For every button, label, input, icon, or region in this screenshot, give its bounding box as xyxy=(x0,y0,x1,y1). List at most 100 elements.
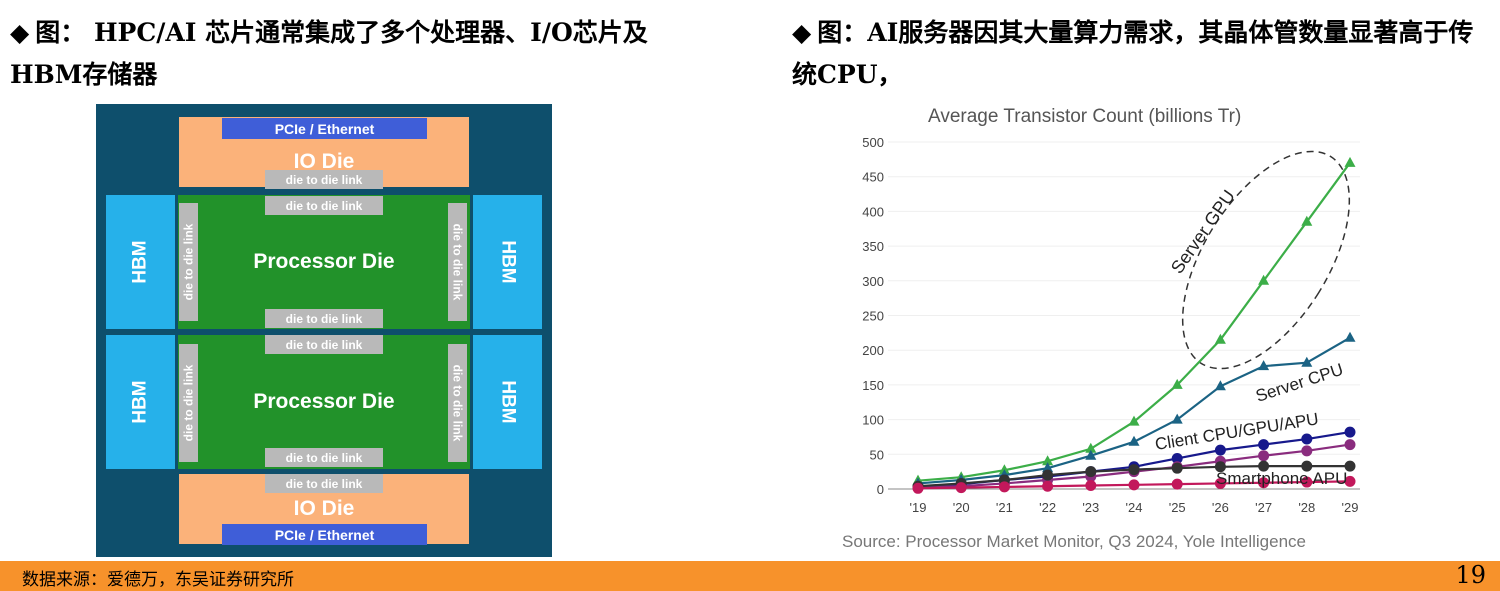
hbm-block: HBM xyxy=(473,195,542,329)
data-point xyxy=(1171,462,1183,474)
processor-die-label: Processor Die xyxy=(253,390,395,413)
data-point xyxy=(1301,433,1313,445)
page-number: 19 xyxy=(1455,561,1486,589)
data-point xyxy=(1344,426,1356,438)
data-point xyxy=(1258,274,1270,285)
y-tick-label: 350 xyxy=(862,239,884,254)
right-heading-text: 图：AI服务器因其大量算力需求，其晶体管数量显著高于传统CPU， xyxy=(792,18,1474,89)
processor-die-2: Processor Die xyxy=(178,335,470,469)
annotation-server-gpu: Server GPU xyxy=(1167,186,1239,277)
data-point xyxy=(1344,460,1356,472)
x-tick-label: '27 xyxy=(1255,500,1272,515)
die-to-die-link: die to die link xyxy=(265,448,383,467)
x-tick-label: '25 xyxy=(1169,500,1186,515)
data-point xyxy=(912,482,924,494)
data-point xyxy=(1128,415,1140,426)
y-tick-label: 400 xyxy=(862,204,884,219)
x-tick-label: '22 xyxy=(1039,500,1056,515)
data-point xyxy=(1085,449,1097,460)
data-point xyxy=(1344,439,1356,451)
chart-svg: Average Transistor Count (billions Tr) 0 5… xyxy=(842,106,1360,551)
footer-bar: 数据来源：爱德万，东吴证券研究所 19 xyxy=(0,561,1500,591)
y-tick-label: 200 xyxy=(862,343,884,358)
chip-diagram: IO Die PCIe / Ethernet die to die link P… xyxy=(96,104,552,557)
data-point xyxy=(1128,464,1140,476)
data-point xyxy=(1258,450,1270,462)
data-point xyxy=(1301,460,1313,472)
transistor-count-chart: Average Transistor Count (billions Tr) 0 5… xyxy=(830,100,1390,560)
annotation-smartphone: Smartphone APU xyxy=(1216,469,1347,488)
processor-die-1: Processor Die xyxy=(178,195,470,329)
data-point xyxy=(998,481,1010,493)
bullet-icon: ◆ xyxy=(792,18,812,47)
data-point xyxy=(1085,442,1097,453)
data-point xyxy=(1171,413,1183,424)
die-to-die-link: die to die link xyxy=(265,196,383,215)
data-point xyxy=(1344,331,1356,342)
data-point xyxy=(1214,444,1226,456)
hbm-block: HBM xyxy=(106,335,175,469)
data-point xyxy=(1301,445,1313,457)
y-tick-label: 0 xyxy=(877,482,884,497)
hbm-block: HBM xyxy=(106,195,175,329)
x-tick-label: '19 xyxy=(910,500,927,515)
chart-source: Source: Processor Market Monitor, Q3 202… xyxy=(842,532,1306,551)
y-tick-label: 100 xyxy=(862,413,884,428)
data-point xyxy=(1042,462,1054,473)
y-tick-label: 450 xyxy=(862,170,884,185)
data-point xyxy=(1258,460,1270,472)
x-tick-label: '20 xyxy=(953,500,970,515)
data-point xyxy=(1171,378,1183,389)
io-die-label: IO Die xyxy=(293,150,355,173)
data-point xyxy=(1085,466,1097,478)
highlight-ellipse xyxy=(1181,150,1351,370)
die-to-die-link: die to die link xyxy=(265,335,383,354)
data-point xyxy=(1085,480,1097,492)
processor-die-label: Processor Die xyxy=(253,250,395,273)
die-to-die-link: die to die link xyxy=(448,344,467,462)
x-tick-label: '26 xyxy=(1212,500,1229,515)
x-tick-label: '28 xyxy=(1298,500,1315,515)
data-point xyxy=(1344,475,1356,487)
die-to-die-link: die to die link xyxy=(448,203,467,321)
data-point xyxy=(1214,333,1226,344)
die-to-die-link: die to die link xyxy=(265,309,383,328)
data-point xyxy=(1042,455,1054,466)
data-source: 数据来源：爱德万，东吴证券研究所 xyxy=(22,570,294,590)
x-tick-label: '29 xyxy=(1342,500,1359,515)
x-tick-label: '21 xyxy=(996,500,1013,515)
die-to-die-link: die to die link xyxy=(265,170,383,189)
data-point xyxy=(1214,380,1226,391)
data-point xyxy=(1042,469,1054,481)
data-point xyxy=(1042,480,1054,492)
data-point xyxy=(1214,461,1226,473)
data-point xyxy=(1258,477,1270,489)
die-to-die-link: die to die link xyxy=(179,344,198,462)
y-tick-label: 50 xyxy=(870,447,884,462)
data-point xyxy=(1214,477,1226,489)
data-point xyxy=(1128,435,1140,446)
data-point xyxy=(1128,479,1140,491)
pcie-ethernet-bottom: PCIe / Ethernet xyxy=(222,524,427,545)
die-to-die-link: die to die link xyxy=(179,203,198,321)
y-tick-label: 250 xyxy=(862,309,884,324)
bullet-icon: ◆ xyxy=(10,18,30,47)
data-point xyxy=(1344,156,1356,167)
right-figure-heading: ◆ 图：AI服务器因其大量算力需求，其晶体管数量显著高于传统CPU， xyxy=(792,12,1492,96)
data-point xyxy=(1171,452,1183,464)
y-tick-label: 150 xyxy=(862,378,884,393)
data-point xyxy=(1258,360,1270,371)
left-heading-text: 图： HPC/AI 芯片通常集成了多个处理器、I/O芯片及HBM存储器 xyxy=(10,18,648,89)
hbm-block: HBM xyxy=(473,335,542,469)
io-die-label: IO Die xyxy=(293,497,355,520)
chart-title: Average Transistor Count (billions Tr) xyxy=(928,106,1241,127)
x-tick-label: '24 xyxy=(1126,500,1143,515)
data-point xyxy=(1171,478,1183,490)
data-point xyxy=(1301,356,1313,367)
y-tick-label: 300 xyxy=(862,274,884,289)
y-tick-label: 500 xyxy=(862,135,884,150)
data-point xyxy=(955,482,967,494)
pcie-ethernet-top: PCIe / Ethernet xyxy=(222,118,427,139)
data-point xyxy=(1258,439,1270,451)
left-figure-heading: ◆ 图： HPC/AI 芯片通常集成了多个处理器、I/O芯片及HBM存储器 xyxy=(10,12,690,96)
